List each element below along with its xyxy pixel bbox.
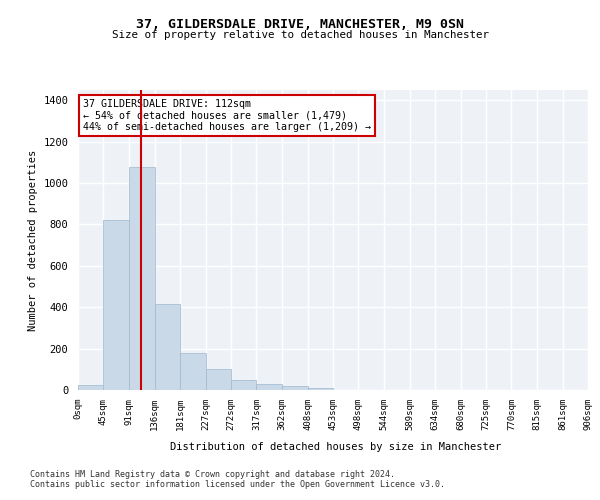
Bar	[129, 166, 155, 390]
Text: 37 GILDERSDALE DRIVE: 112sqm
← 54% of detached houses are smaller (1,479)
44% of: 37 GILDERSDALE DRIVE: 112sqm ← 54% of de…	[83, 99, 371, 132]
Bar	[78, 385, 103, 390]
Bar	[231, 380, 256, 390]
Bar	[103, 220, 129, 390]
Bar	[308, 388, 333, 390]
Text: Contains public sector information licensed under the Open Government Licence v3: Contains public sector information licen…	[30, 480, 445, 489]
Bar	[180, 353, 206, 390]
Bar	[256, 384, 282, 390]
Bar	[155, 304, 180, 390]
Text: Distribution of detached houses by size in Manchester: Distribution of detached houses by size …	[170, 442, 502, 452]
Text: Size of property relative to detached houses in Manchester: Size of property relative to detached ho…	[112, 30, 488, 40]
Text: Contains HM Land Registry data © Crown copyright and database right 2024.: Contains HM Land Registry data © Crown c…	[30, 470, 395, 479]
Y-axis label: Number of detached properties: Number of detached properties	[28, 150, 38, 330]
Bar	[282, 386, 308, 390]
Bar	[206, 370, 231, 390]
Text: 37, GILDERSDALE DRIVE, MANCHESTER, M9 0SN: 37, GILDERSDALE DRIVE, MANCHESTER, M9 0S…	[136, 18, 464, 30]
